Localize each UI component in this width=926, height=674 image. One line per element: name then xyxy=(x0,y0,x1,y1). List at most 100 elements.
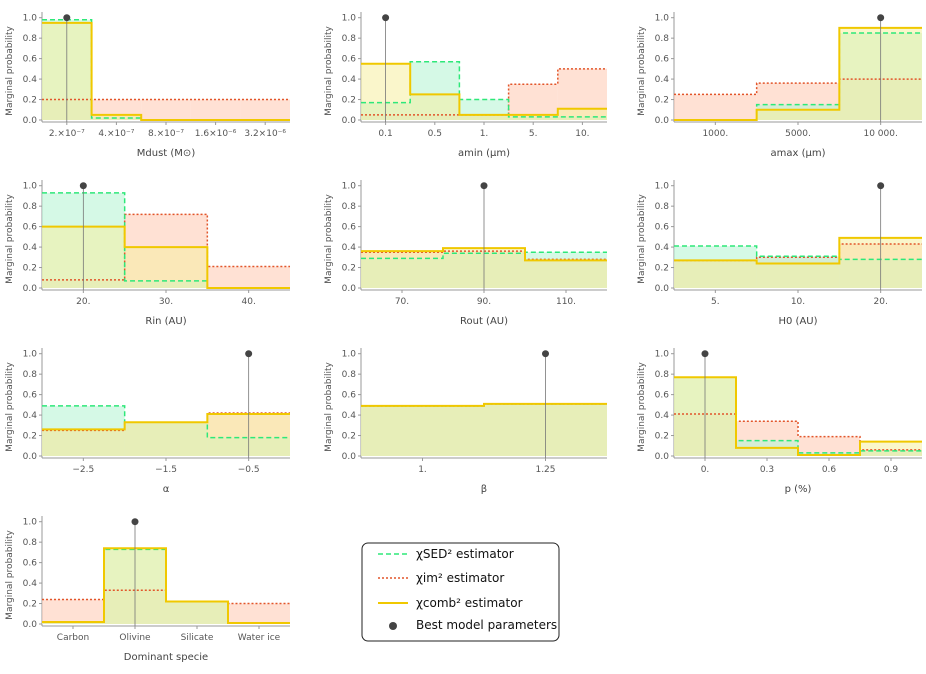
comb-bar xyxy=(557,108,607,120)
y-tick-label: 0.2 xyxy=(23,432,37,442)
x-tick-label: −1.5 xyxy=(155,465,177,475)
x-axis-label: Dominant specie xyxy=(124,652,208,663)
y-tick-label: 0.8 xyxy=(655,370,670,380)
y-tick-label: 0.0 xyxy=(655,452,670,462)
x-tick-label: Carbon xyxy=(57,633,89,643)
x-tick-label: −0.5 xyxy=(238,465,260,475)
x-tick-label: 1000. xyxy=(702,129,728,139)
comb-bar xyxy=(736,447,798,456)
y-tick-label: 0.4 xyxy=(342,243,357,253)
im-bar xyxy=(42,599,104,624)
legend-sed-label: χSED² estimator xyxy=(416,547,514,561)
x-axis-label: Rin (AU) xyxy=(145,316,186,327)
comb-bar xyxy=(361,251,443,288)
comb-bar xyxy=(166,601,228,624)
y-tick-label: 0.0 xyxy=(23,284,38,294)
best-model-point xyxy=(877,182,885,190)
comb-bar xyxy=(860,441,922,456)
y-axis-label: Marginal probability xyxy=(324,194,334,284)
chart-panel-9: 0.0 0.2 0.4 0.6 0.8 1.0 Marginal probability 0.… xyxy=(637,348,922,495)
y-tick-label: 0.0 xyxy=(655,284,670,294)
y-tick-label: 0.4 xyxy=(23,75,38,85)
best-model-point xyxy=(79,182,87,190)
y-tick-label: 0.2 xyxy=(342,96,356,106)
legend-box xyxy=(361,542,560,642)
y-tick-label: 1.0 xyxy=(342,350,357,360)
x-tick-label: 30. xyxy=(159,297,173,307)
y-tick-label: 0.8 xyxy=(23,538,38,548)
y-tick-label: 0.0 xyxy=(342,284,357,294)
y-axis-label: Marginal probability xyxy=(5,26,15,116)
x-axis-label: amax (μm) xyxy=(771,148,826,159)
x-tick-label: 10. xyxy=(575,129,589,139)
x-tick-label: Olivine xyxy=(119,633,151,643)
comb-step-line xyxy=(674,26,922,121)
y-tick-label: 0.4 xyxy=(23,411,38,421)
x-tick-label: 10 000. xyxy=(863,129,897,139)
y-axis-label: Marginal probability xyxy=(637,26,647,116)
x-tick-label: 70. xyxy=(395,297,409,307)
comb-bar xyxy=(124,422,208,456)
comb-bar xyxy=(361,405,484,456)
im-bar xyxy=(674,94,757,120)
best-model-point xyxy=(542,350,549,358)
y-tick-label: 0.6 xyxy=(655,223,670,233)
comb-bar xyxy=(410,94,460,120)
y-tick-label: 1.0 xyxy=(342,182,357,192)
y-tick-label: 1.0 xyxy=(23,350,38,360)
y-tick-label: 0.2 xyxy=(655,96,669,106)
x-tick-label: 0.6 xyxy=(822,465,837,475)
y-axis-label: Marginal probability xyxy=(324,362,334,452)
x-tick-label: 0. xyxy=(701,465,710,475)
y-axis-label: Marginal probability xyxy=(637,362,647,452)
im-bar xyxy=(228,603,290,624)
y-tick-label: 0.2 xyxy=(655,432,669,442)
comb-bar xyxy=(42,429,125,456)
comb-bar xyxy=(756,109,840,120)
y-tick-label: 0.2 xyxy=(655,264,669,274)
y-tick-label: 0.6 xyxy=(23,391,38,401)
x-tick-label: Water ice xyxy=(238,633,281,643)
x-tick-label: 110. xyxy=(556,297,576,307)
x-tick-label: −2.5 xyxy=(72,465,94,475)
chart-panel-1: 0.0 0.2 0.4 0.6 0.8 1.0 Marginal probability 2.… xyxy=(5,12,290,159)
chart-panel-3: 0.0 0.2 0.4 0.6 0.8 1.0 Marginal probability 10… xyxy=(637,12,922,159)
y-tick-label: 0.4 xyxy=(342,411,357,421)
y-tick-label: 0.6 xyxy=(342,223,357,233)
x-tick-label: 3.2×10⁻⁶ xyxy=(244,129,286,139)
best-model-point xyxy=(877,14,885,22)
best-model-point xyxy=(701,350,709,358)
x-tick-label: 1.25 xyxy=(535,465,555,475)
y-tick-label: 0.2 xyxy=(23,600,37,610)
im-bar xyxy=(141,99,191,120)
y-tick-label: 1.0 xyxy=(342,14,357,24)
best-model-point xyxy=(382,14,390,22)
y-tick-label: 0.0 xyxy=(655,116,670,126)
y-tick-label: 0.6 xyxy=(23,55,38,65)
comb-bar xyxy=(459,114,509,120)
y-tick-label: 0.4 xyxy=(655,411,670,421)
comb-step-line xyxy=(42,21,290,121)
legend-comb-label: χcomb² estimator xyxy=(416,596,523,610)
y-tick-label: 0.8 xyxy=(655,34,670,44)
chart-panel-4: 0.0 0.2 0.4 0.6 0.8 1.0 Marginal probability 20… xyxy=(5,180,290,327)
x-tick-label: 0.3 xyxy=(760,465,774,475)
chart-panel-8: 0.0 0.2 0.4 0.6 0.8 1.0 Marginal probability 1.… xyxy=(324,348,607,495)
y-tick-label: 0.0 xyxy=(23,116,38,126)
y-tick-label: 0.0 xyxy=(23,452,38,462)
x-tick-label: 0.5 xyxy=(428,129,442,139)
y-tick-label: 0.6 xyxy=(342,55,357,65)
x-axis-label: Mdust (M⊙) xyxy=(137,148,196,159)
x-tick-label: 10. xyxy=(791,297,805,307)
chart-panel-6: 0.0 0.2 0.4 0.6 0.8 1.0 Marginal probability 5.… xyxy=(637,180,922,327)
x-axis-label: p (%) xyxy=(785,484,812,495)
x-tick-label: 1. xyxy=(418,465,427,475)
x-tick-label: 1.6×10⁻⁶ xyxy=(195,129,237,139)
x-tick-label: Silicate xyxy=(181,633,214,643)
y-tick-label: 0.2 xyxy=(342,264,356,274)
x-tick-label: 2.×10⁻⁷ xyxy=(49,129,85,139)
y-tick-label: 0.2 xyxy=(23,264,37,274)
x-tick-label: 20. xyxy=(874,297,888,307)
